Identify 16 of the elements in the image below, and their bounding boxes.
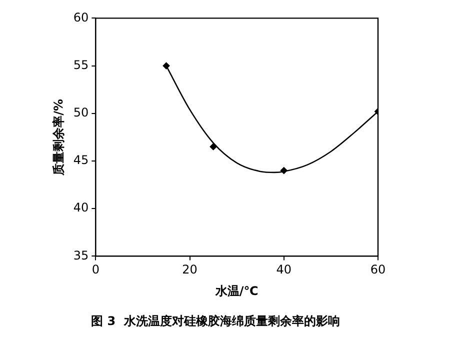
point — [280, 167, 288, 174]
x-tick-label: 60 — [370, 262, 386, 277]
point — [162, 62, 170, 70]
y-tick-label: 60 — [73, 10, 89, 24]
x-tick-label: 40 — [276, 262, 292, 277]
y-tick-label: 55 — [73, 58, 89, 72]
y-tick-label: 40 — [73, 200, 89, 215]
y-tick-label: 45 — [73, 153, 89, 168]
y-tick-label: 50 — [73, 106, 89, 120]
x-tick-label: 20 — [182, 262, 198, 277]
y-tick-label: 35 — [73, 248, 89, 262]
x-axis-title: 水温/℃ — [214, 284, 258, 298]
point — [210, 143, 217, 150]
y-axis-title: 质量剩余率/% — [51, 98, 66, 176]
caption: 图 3 水洗温度对硅橡胶海绵质量剩余率的影响 — [91, 314, 340, 328]
x-tick-label: 0 — [92, 262, 100, 277]
